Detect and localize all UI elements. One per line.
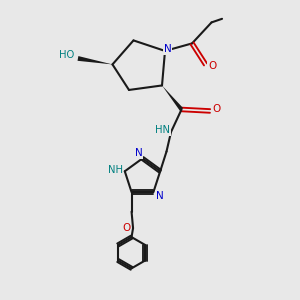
Text: O: O (122, 223, 130, 233)
Text: N: N (156, 191, 163, 201)
Text: HN: HN (155, 125, 170, 136)
Text: O: O (208, 61, 216, 71)
Text: O: O (212, 104, 221, 115)
Text: N: N (164, 44, 171, 54)
Polygon shape (77, 56, 112, 64)
Text: N: N (135, 148, 143, 158)
Text: HO: HO (59, 50, 74, 60)
Text: NH: NH (108, 165, 123, 175)
Polygon shape (162, 85, 183, 111)
